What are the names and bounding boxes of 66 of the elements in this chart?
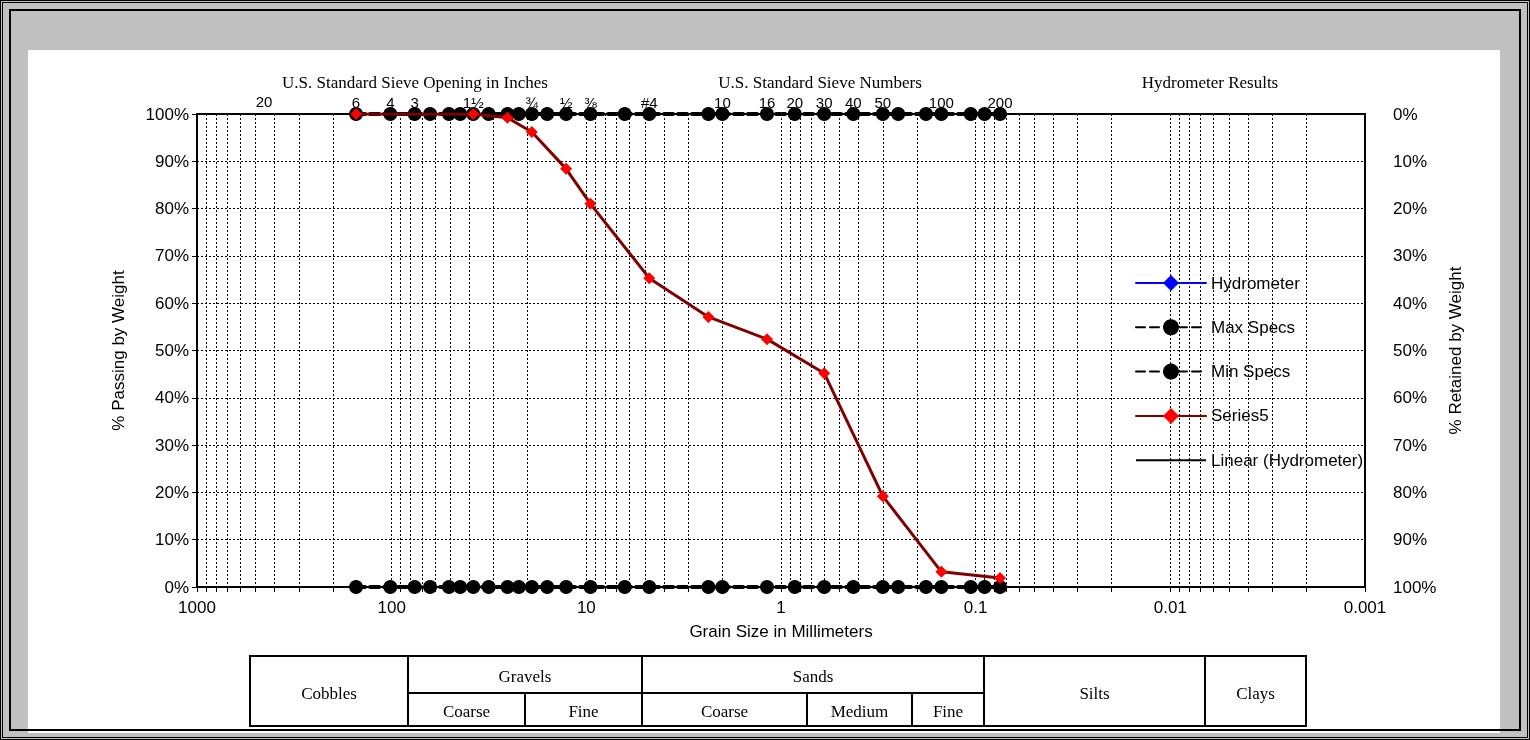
y-tick-label: 50% bbox=[154, 341, 189, 360]
legend-label: Hydrometer bbox=[1211, 273, 1301, 293]
annotation: 200 bbox=[987, 94, 1013, 111]
annotation: 30 bbox=[815, 94, 833, 111]
text: U.S. Standard Sieve Numbers bbox=[718, 72, 922, 92]
annotation: #4 bbox=[640, 94, 658, 111]
y2-tick-label: 90% bbox=[1393, 530, 1428, 550]
x-tick-label: 1 bbox=[776, 598, 786, 617]
y-tick-label: 80% bbox=[154, 199, 189, 219]
text: Cobbles bbox=[301, 683, 357, 703]
y-tick-label: 30% bbox=[154, 435, 189, 455]
x-tick-label: 10 bbox=[576, 598, 596, 617]
text: Coarse bbox=[700, 702, 749, 721]
y-tick-label: 90% bbox=[154, 151, 189, 171]
text: Gravels bbox=[498, 667, 552, 686]
annotation: 1½ bbox=[462, 94, 485, 111]
annotation: 40 bbox=[845, 94, 862, 111]
y2-tick-label: 0% bbox=[1393, 104, 1418, 124]
y2-axis-title: % Retained by Weight bbox=[1446, 266, 1466, 435]
y2-tick-label: 70% bbox=[1393, 435, 1428, 455]
x-tick-label: 0.001 bbox=[1343, 598, 1387, 617]
y-tick-label: 60% bbox=[154, 293, 189, 313]
y2-tick-label: 40% bbox=[1393, 293, 1428, 313]
annotation: ⅜ bbox=[584, 94, 598, 111]
y2-tick-label: 80% bbox=[1393, 482, 1428, 502]
y-tick-label: 20% bbox=[154, 482, 189, 502]
annotation: ¾ bbox=[525, 94, 539, 111]
text: Silts bbox=[1079, 683, 1110, 703]
y2-tick-label: 30% bbox=[1393, 246, 1428, 266]
y2-tick-label: 50% bbox=[1393, 341, 1428, 360]
y2-tick-label: 60% bbox=[1393, 388, 1428, 408]
x-tick-label: 0.01 bbox=[1153, 598, 1187, 617]
text: Fine bbox=[932, 702, 964, 721]
legend-label: Series5 bbox=[1211, 406, 1269, 426]
y-tick-label: 10% bbox=[154, 530, 189, 550]
legend-label: Linear (Hydrometer) bbox=[1211, 450, 1364, 470]
text: Fine bbox=[568, 702, 599, 721]
y2-tick-label: 100% bbox=[1393, 577, 1437, 597]
text: Coarse bbox=[442, 702, 491, 721]
text: Medium bbox=[830, 702, 889, 721]
annotation: 6 bbox=[351, 94, 361, 111]
legend-label: Min Specs bbox=[1211, 362, 1291, 382]
y-tick-label: 70% bbox=[154, 246, 189, 266]
annotation: 10 bbox=[714, 94, 731, 111]
x-tick-label: 1000 bbox=[178, 598, 216, 617]
y-tick-label: 0% bbox=[164, 577, 189, 597]
x-tick-label: 0.1 bbox=[963, 598, 988, 617]
y2-tick-label: 10% bbox=[1393, 151, 1428, 171]
annotation: 100 bbox=[928, 94, 954, 111]
annotation: 3 bbox=[410, 94, 419, 111]
text: Hydrometer Results bbox=[1141, 72, 1279, 92]
y2-tick-label: 20% bbox=[1393, 199, 1428, 219]
annotation: ½ bbox=[559, 94, 573, 111]
x-tick-label: 100 bbox=[377, 598, 406, 617]
annotation: 20 bbox=[786, 94, 804, 111]
y-tick-label: 100% bbox=[145, 104, 189, 124]
x-axis-title: Grain Size in Millimeters bbox=[689, 622, 873, 641]
y-axis-title: % Passing by Weight bbox=[109, 270, 128, 431]
annotation: 16 bbox=[758, 94, 776, 111]
y-tick-label: 40% bbox=[154, 388, 189, 408]
text: Clays bbox=[1236, 683, 1275, 703]
text: U.S. Standard Sieve Opening in Inches bbox=[282, 72, 548, 92]
annotation: 50 bbox=[874, 94, 892, 111]
text: 20 bbox=[255, 92, 273, 110]
annotation: 4 bbox=[386, 94, 395, 111]
text: Sands bbox=[792, 667, 834, 686]
